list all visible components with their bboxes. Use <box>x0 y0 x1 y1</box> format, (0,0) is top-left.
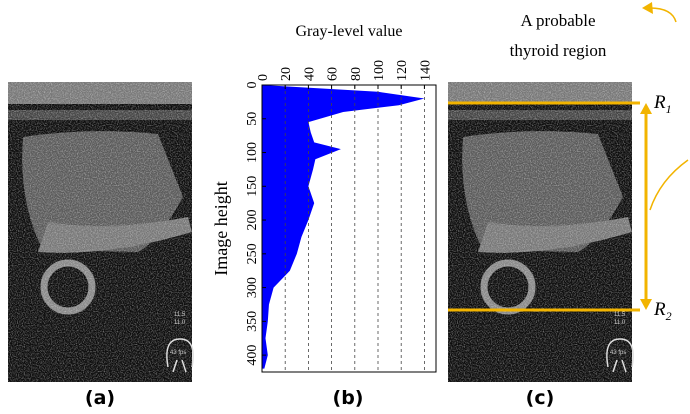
profile-chart: 0 20 40 60 80 100 120 140 0 50 100 150 200 250 300 350 4… <box>211 23 437 373</box>
ultrasound-image-a: 11.5 11.0 43 fps <box>8 82 193 382</box>
marker-letter: R <box>653 92 666 113</box>
x-axis-title: Gray-level value <box>295 23 402 40</box>
marker-label: R2 <box>653 299 672 323</box>
marker-letter: R <box>653 299 666 320</box>
y-tick-label: 300 <box>245 277 260 298</box>
x-tick-label: 140 <box>418 60 433 81</box>
ultrasound-image-c: 11.5 11.0 43 fps <box>448 82 633 382</box>
x-tick-label: 80 <box>349 67 364 81</box>
arrow-head <box>642 2 653 14</box>
caption: (c) <box>526 387 555 409</box>
y-tick-label: 150 <box>245 176 260 197</box>
y-tick-label: 350 <box>245 311 260 332</box>
y-tick-label: 100 <box>245 142 260 163</box>
profile-area <box>262 85 425 369</box>
x-tick-label: 100 <box>372 60 387 81</box>
y-tick-label: 0 <box>245 82 260 89</box>
image-text: 11.0 <box>614 320 626 326</box>
caption: (b) <box>333 387 364 409</box>
pointer-arrow <box>649 159 689 211</box>
annotation: thyroid region <box>510 41 607 60</box>
plot-frame <box>261 84 437 373</box>
y-tick-label: 50 <box>245 112 260 126</box>
image-text: 11.5 <box>174 312 186 318</box>
x-tick-label: 40 <box>302 67 317 81</box>
y-tick-label: 250 <box>245 243 260 264</box>
image-text: 11.0 <box>174 320 186 326</box>
marker-index: 1 <box>666 102 672 116</box>
image-text: 43 fps <box>170 350 186 356</box>
pointer-arrow <box>649 7 677 23</box>
y-axis-title: Image height <box>211 181 231 275</box>
x-tick-label: 0 <box>256 74 271 81</box>
image-text: 43 fps <box>610 350 626 356</box>
marker-index: 2 <box>666 309 672 323</box>
x-tick-label: 20 <box>279 67 294 81</box>
y-tick-label: 200 <box>245 210 260 231</box>
caption: (a) <box>85 387 115 409</box>
x-tick-label: 60 <box>326 67 341 81</box>
image-text: 11.5 <box>614 312 626 318</box>
y-tick-label: 400 <box>245 345 260 366</box>
region-markers <box>448 2 689 312</box>
x-tick-label: 120 <box>395 60 410 81</box>
annotation: A probable <box>520 11 595 30</box>
marker-label: R1 <box>653 92 672 116</box>
